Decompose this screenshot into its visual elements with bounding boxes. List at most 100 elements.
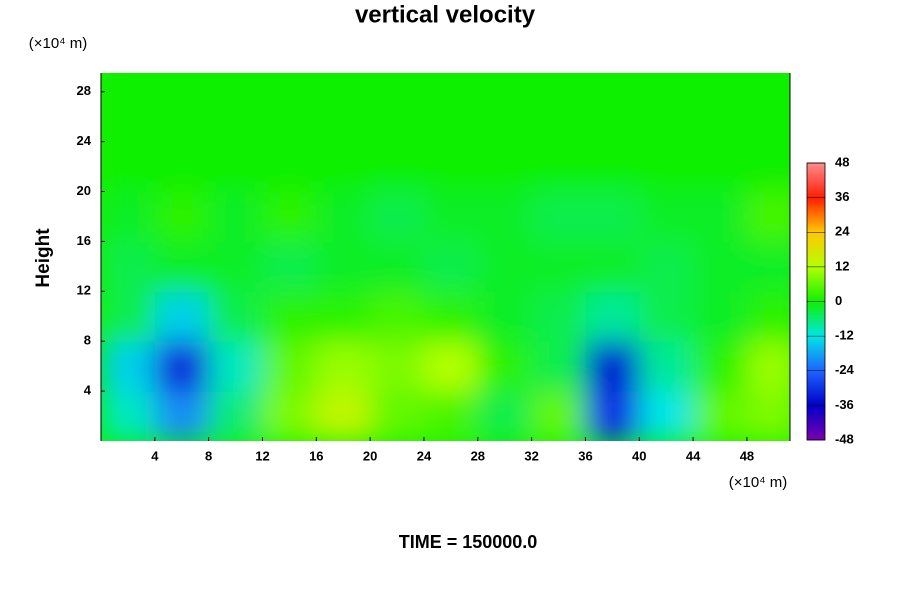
- field-cell: [423, 391, 479, 441]
- y-tick-label: 16: [77, 233, 91, 248]
- y-tick-label: 28: [77, 83, 91, 98]
- field-cell: [585, 91, 640, 143]
- field-cell: [101, 191, 156, 242]
- field-cell: [101, 141, 156, 193]
- field-cell: [477, 91, 533, 143]
- colorbar-tick-label: 12: [835, 258, 849, 273]
- colorbar-tick-label: 48: [835, 154, 849, 169]
- y-tick-label: 8: [84, 333, 91, 348]
- field-cell: [316, 141, 371, 193]
- field-cell: [208, 341, 263, 392]
- field-cell: [262, 91, 317, 143]
- field-cell: [693, 141, 748, 193]
- field-cell: [585, 191, 640, 242]
- field-cell: [316, 291, 371, 342]
- field-cell: [370, 241, 425, 292]
- field-cell: [154, 341, 210, 392]
- field-cell: [370, 141, 425, 193]
- field-cells: [101, 73, 790, 441]
- y-tick-label: 20: [77, 183, 91, 198]
- field-cell: [585, 241, 640, 292]
- field-cell: [154, 91, 210, 143]
- field-cell: [101, 391, 156, 441]
- field-cell: [262, 291, 317, 342]
- colorbar-tick-label: 24: [835, 224, 850, 239]
- x-tick-label: 8: [205, 448, 212, 463]
- field-cell: [423, 241, 479, 292]
- field-cell: [639, 341, 694, 392]
- field-cell: [154, 73, 210, 93]
- field-cell: [639, 391, 694, 441]
- field-cell: [208, 73, 263, 93]
- field-cell: [585, 73, 640, 93]
- x-tick-label: 12: [255, 448, 269, 463]
- field-cell: [746, 191, 790, 242]
- field-cell: [639, 141, 694, 193]
- field-cell: [423, 291, 479, 342]
- y-tick-label: 12: [77, 283, 91, 298]
- field-cell: [101, 291, 156, 342]
- field-cell: [531, 241, 586, 292]
- footer: TIME = 150000.0: [399, 532, 538, 552]
- field-cell: [370, 191, 425, 242]
- field-cell: [531, 141, 586, 193]
- x-tick-label: 20: [363, 448, 377, 463]
- field-cell: [208, 91, 263, 143]
- field-cell: [262, 73, 317, 93]
- field-cell: [531, 391, 586, 441]
- field-cell: [262, 191, 317, 242]
- field-cell: [101, 73, 156, 93]
- field-cell: [423, 341, 479, 392]
- x-tick-label: 4: [151, 448, 159, 463]
- colorbar-tick-label: -48: [835, 431, 854, 446]
- x-unit: (×10⁴ m): [729, 474, 788, 491]
- field-cell: [531, 91, 586, 143]
- x-tick-label: 24: [417, 448, 432, 463]
- field-cell: [746, 141, 790, 193]
- field-cell: [639, 241, 694, 292]
- x-tick-label: 28: [471, 448, 485, 463]
- field-cell: [370, 341, 425, 392]
- field-cell: [423, 73, 479, 93]
- field-cell: [531, 341, 586, 392]
- field-cell: [316, 341, 371, 392]
- field-cell: [477, 241, 533, 292]
- field-cell: [477, 341, 533, 392]
- y-axis-label: Height: [33, 228, 54, 288]
- colorbar-tick-label: -36: [835, 397, 854, 412]
- x-tick-label: 16: [309, 448, 323, 463]
- field-cell: [693, 291, 748, 342]
- field-cell: [693, 241, 748, 292]
- field-cell: [746, 291, 790, 342]
- field-cell: [154, 191, 210, 242]
- field-cell: [585, 341, 640, 392]
- field-cell: [693, 391, 748, 441]
- field-cell: [154, 241, 210, 292]
- field-cell: [101, 241, 156, 292]
- field-cell: [316, 191, 371, 242]
- field-cell: [262, 391, 317, 441]
- field-cell: [477, 391, 533, 441]
- field-cell: [746, 241, 790, 292]
- field-cell: [423, 141, 479, 193]
- field-cell: [531, 73, 586, 93]
- field-cell: [639, 291, 694, 342]
- x-tick-label: 36: [578, 448, 592, 463]
- field-cell: [423, 191, 479, 242]
- field-cell: [639, 91, 694, 143]
- field-cell: [693, 191, 748, 242]
- field-cell: [370, 391, 425, 441]
- field-cell: [370, 291, 425, 342]
- y-unit: (×10⁴ m): [29, 35, 88, 52]
- field-cell: [639, 73, 694, 93]
- field-cell: [262, 241, 317, 292]
- field-cell: [208, 191, 263, 242]
- y-tick-label: 4: [84, 383, 92, 398]
- field-cell: [208, 391, 263, 441]
- field-cell: [423, 91, 479, 143]
- y-tick-label: 24: [77, 133, 92, 148]
- field-cell: [746, 73, 790, 93]
- field-cell: [154, 141, 210, 193]
- field-cell: [316, 241, 371, 292]
